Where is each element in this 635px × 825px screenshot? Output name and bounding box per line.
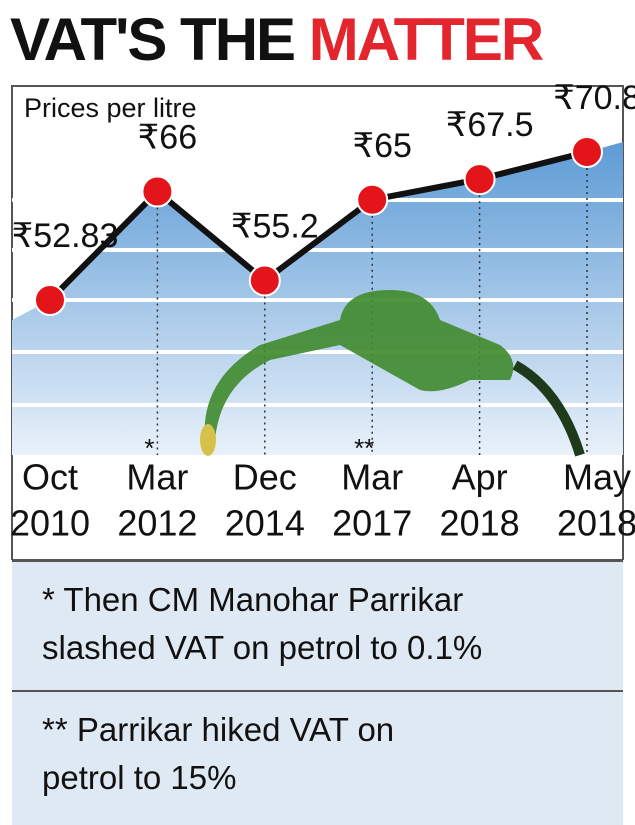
chart-title: VAT'S THE MATTER: [10, 6, 544, 73]
x-tick-label: 2010: [10, 503, 90, 544]
note-line: slashed VAT on petrol to 0.1%: [42, 629, 483, 666]
x-tick-label: Mar: [341, 457, 403, 498]
note: * Then CM Manohar Parrikar slashed VAT on…: [12, 560, 623, 690]
point: [248, 264, 281, 297]
chart: VAT'S THE MATTER Prices per litre ₹52.83…: [10, 6, 635, 561]
value-label: ₹65: [352, 127, 411, 165]
point: [356, 183, 389, 216]
x-tick-label: Apr: [452, 457, 508, 498]
x-tick-label: 2014: [225, 503, 305, 544]
x-tick-label: Oct: [22, 457, 78, 498]
value-label: ₹52.83: [12, 217, 119, 255]
point: [571, 136, 603, 168]
note-line: ** Parrikar hiked VAT on: [42, 711, 395, 748]
x-tick-label: May: [563, 457, 631, 498]
point: [141, 175, 174, 208]
title-part: MATTER: [309, 6, 544, 73]
subtitle: Prices per litre: [24, 93, 197, 123]
note: ** Parrikar hiked VAT on petrol to 15%: [12, 690, 623, 825]
point: [463, 163, 496, 196]
x-tick-label: Mar: [126, 457, 188, 498]
note-line: * Then CM Manohar Parrikar: [42, 581, 464, 618]
line: [47, 149, 588, 303]
value-label: ₹66: [138, 119, 197, 157]
x-tick-label: 2012: [117, 503, 197, 544]
x-tick-label: 2017: [332, 503, 412, 544]
value-label: ₹67.5: [446, 106, 534, 144]
fuel-nozzle: [200, 290, 585, 457]
note-line: petrol to 15%: [42, 759, 237, 796]
x-tick-label: 2018: [557, 503, 635, 544]
x-tick-label: Dec: [233, 457, 297, 498]
x-tick-label: 2018: [440, 503, 520, 544]
category-marker: **: [354, 433, 374, 463]
title-part: VAT'S THE: [10, 6, 294, 73]
point: [34, 284, 66, 316]
value-label: ₹55.2: [231, 207, 319, 245]
category-marker: *: [144, 433, 154, 463]
value-label: ₹70.8: [553, 79, 635, 117]
